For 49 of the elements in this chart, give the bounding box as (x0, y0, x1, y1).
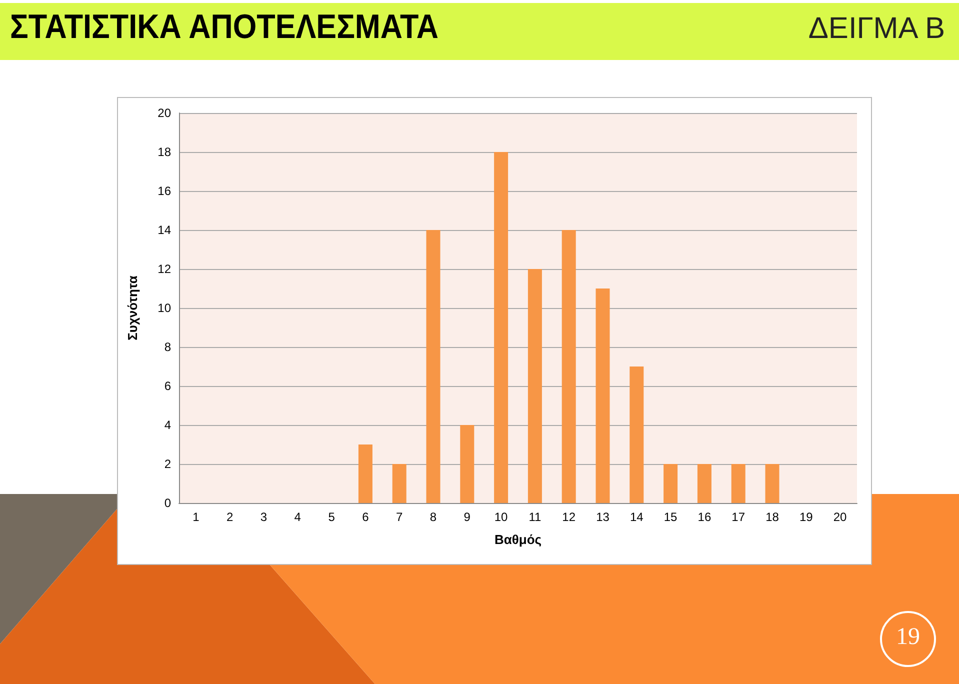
bar (392, 464, 406, 503)
bar (596, 288, 610, 503)
bar (630, 366, 644, 503)
chart-title: ΣΤΑΤΙΣΤΙΚΑ ΑΠΟΤΕΛΕΣΜΑΤΑ (10, 8, 439, 47)
bar (494, 152, 508, 503)
y-tick-label: 18 (158, 145, 172, 159)
x-tick-label: 9 (464, 510, 471, 524)
x-tick-label: 15 (664, 510, 678, 524)
x-tick-label: 10 (494, 510, 508, 524)
x-tick-label: 1 (192, 510, 200, 524)
x-tick-label: 11 (528, 510, 542, 524)
x-tick-label: 6 (362, 510, 370, 524)
bar (460, 425, 474, 503)
x-tick-label: 19 (799, 510, 814, 524)
bar (562, 230, 576, 503)
y-tick-label: 20 (158, 106, 172, 120)
bar (765, 464, 780, 503)
bar (358, 444, 372, 503)
x-tick-label: 2 (226, 510, 234, 524)
x-tick-label: 3 (260, 510, 268, 524)
x-tick-label: 20 (833, 510, 848, 524)
bar (731, 464, 746, 503)
x-tick-label: 7 (396, 510, 404, 524)
bar (426, 230, 440, 503)
bar (697, 464, 712, 503)
y-tick-label: 0 (164, 496, 172, 510)
x-axis-title: Βαθμός (494, 532, 542, 547)
x-tick-label: 16 (698, 510, 712, 524)
x-tick-label: 18 (766, 510, 780, 524)
y-tick-label: 2 (164, 457, 172, 471)
x-tick-label: 14 (630, 510, 644, 524)
bar (664, 464, 678, 503)
y-tick-label: 6 (164, 379, 172, 393)
x-tick-label: 13 (596, 510, 610, 524)
x-tick-label: 4 (294, 510, 302, 524)
x-tick-label: 8 (430, 510, 437, 524)
y-tick-label: 16 (158, 184, 172, 198)
y-tick-label: 4 (164, 418, 172, 432)
bar (528, 269, 542, 503)
y-tick-label: 12 (158, 262, 172, 276)
text: 19 (895, 624, 921, 651)
x-tick-label: 17 (732, 510, 746, 524)
x-tick-label: 12 (562, 510, 576, 524)
x-tick-label: 5 (328, 510, 336, 524)
chart-subtitle: ΔΕΙΓΜΑ Β (808, 12, 945, 46)
y-tick-label: 8 (164, 340, 172, 354)
y-tick-label: 14 (158, 223, 172, 237)
y-tick-label: 10 (158, 301, 172, 315)
y-axis-title: Συχνότητα (125, 276, 140, 340)
